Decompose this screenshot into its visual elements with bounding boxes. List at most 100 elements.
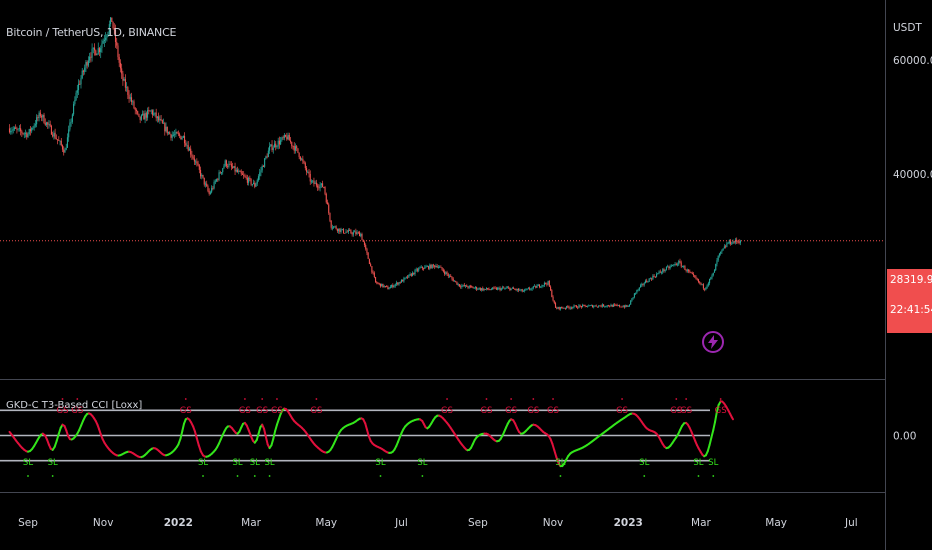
candle-body: [527, 288, 529, 290]
candle-body: [52, 134, 54, 137]
candle-body: [473, 287, 475, 289]
time-axis-label: 2023: [614, 517, 643, 529]
cci-segment: [255, 432, 260, 441]
candle-body: [513, 287, 515, 289]
candle-body: [149, 110, 151, 112]
candle-body: [695, 277, 697, 279]
candle-body: [283, 135, 285, 138]
candle-body: [129, 97, 131, 99]
candle-body: [642, 283, 644, 285]
cci-segment: [53, 439, 58, 448]
candle-body: [594, 305, 596, 307]
candle-body: [124, 78, 126, 88]
candle-body: [580, 306, 582, 308]
candle-body: [213, 181, 215, 189]
candle-body: [292, 145, 294, 147]
candle-body: [572, 307, 574, 309]
cci-segment: [553, 449, 558, 459]
candle-body: [320, 183, 322, 186]
long-signal-label: SL: [417, 458, 427, 468]
candle-body: [413, 272, 415, 275]
candle-body: [227, 166, 229, 167]
candle-body: [710, 277, 712, 279]
long-signal-dot: [379, 475, 382, 477]
long-signal-dot: [421, 475, 424, 477]
indicator-title[interactable]: GKD-C T3-Based CCI [Loxx]: [6, 400, 143, 411]
candle-body: [174, 134, 176, 136]
candle-body: [167, 132, 170, 134]
candle-body: [108, 24, 110, 32]
candle-body: [54, 132, 56, 139]
candle-body: [612, 304, 614, 307]
time-axis-label: Nov: [543, 517, 564, 529]
candle-body: [142, 113, 144, 115]
candle-body: [643, 283, 645, 285]
candle-body: [44, 123, 46, 125]
candle-body: [22, 133, 24, 134]
candle-body: [150, 110, 152, 112]
candle-body: [126, 87, 128, 88]
candle-body: [497, 288, 499, 290]
candle-body: [238, 171, 240, 172]
candle-body: [739, 240, 741, 243]
candle-body: [604, 306, 606, 308]
candle-body: [76, 90, 78, 93]
symbol-title[interactable]: Bitcoin / TetherUS, 1D, BINANCE: [6, 26, 177, 39]
candle-body: [314, 182, 316, 184]
candle-body: [82, 70, 85, 72]
candle-body: [127, 87, 129, 95]
candle-body: [546, 283, 548, 285]
candle-body: [452, 278, 454, 282]
candle-body: [298, 152, 300, 157]
candle-body: [317, 185, 319, 188]
candle-body: [521, 289, 523, 292]
candle-body: [312, 180, 314, 182]
candle-body: [442, 269, 444, 272]
candle-body: [181, 137, 183, 140]
long-signal-dot: [202, 475, 204, 477]
candle-body: [293, 146, 295, 151]
candle-body: [363, 242, 366, 246]
candle-body: [505, 287, 507, 289]
candle-body: [294, 146, 297, 151]
candle-body: [65, 147, 67, 150]
candle-body: [420, 266, 422, 268]
candle-body: [559, 307, 561, 310]
candle-body: [636, 290, 638, 293]
candle-body: [373, 272, 375, 278]
candle-body: [202, 174, 204, 178]
candle-body: [350, 230, 352, 234]
candle-body: [702, 284, 704, 289]
candle-body: [113, 27, 115, 30]
candle-body: [723, 246, 725, 249]
candle-body: [514, 288, 516, 290]
candle-body: [712, 272, 714, 276]
candle-body: [154, 112, 156, 114]
candle-body: [134, 108, 136, 110]
cci-segment: [712, 421, 717, 432]
candle-body: [667, 266, 669, 268]
candle-body: [543, 282, 545, 286]
cci-line: [8, 400, 734, 468]
candle-body: [367, 252, 369, 259]
candle-body: [261, 165, 263, 171]
time-axis-label: 2022: [164, 517, 193, 529]
candle-body: [383, 286, 385, 287]
short-signal-label: GS: [505, 406, 517, 416]
candle-body: [579, 305, 581, 307]
candle-body: [32, 127, 34, 129]
candle-body: [240, 171, 242, 174]
candle-body: [192, 156, 194, 159]
candle-body: [488, 289, 490, 291]
candle-body: [79, 83, 81, 85]
candle-body: [246, 178, 248, 183]
candle-body: [738, 241, 740, 243]
candle-body: [339, 228, 341, 232]
candle-body: [264, 158, 266, 167]
candle-body: [297, 148, 299, 153]
lightning-bolt-icon[interactable]: [702, 331, 724, 353]
candle-body: [705, 287, 707, 290]
candle-body: [621, 306, 623, 308]
candle-body: [190, 148, 192, 155]
